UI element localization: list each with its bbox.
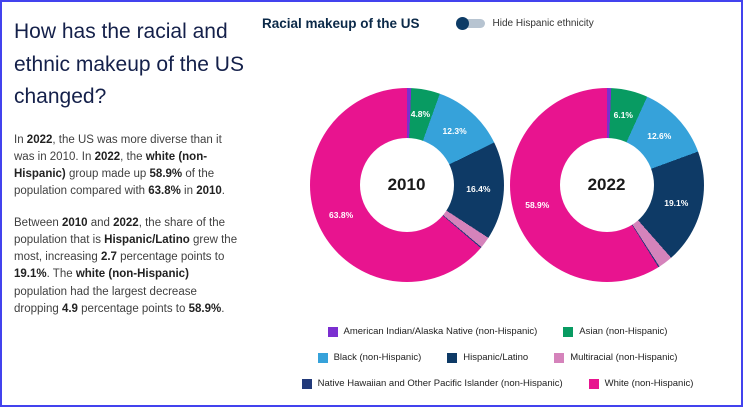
slice-value-label: 12.3% [442, 126, 467, 137]
legend-label: Multiracial (non-Hispanic) [570, 352, 678, 363]
legend-label: Native Hawaiian and Other Pacific Island… [317, 378, 563, 389]
donut-hole: 2010 [359, 138, 454, 232]
intro-paragraph: In 2022, the US was more diverse than it… [14, 133, 225, 198]
legend-label: American Indian/Alaska Native (non-Hispa… [343, 326, 538, 337]
toggle-switch-icon[interactable] [455, 16, 486, 30]
legend-item: Black (non-Hispanic) [317, 352, 422, 363]
legend-item: American Indian/Alaska Native (non-Hispa… [327, 326, 538, 337]
text-panel: How has the racial and ethnic makeup of … [2, 2, 254, 405]
slice-value-label: 19.1% [664, 197, 689, 208]
slice-value-label: 58.9% [525, 199, 550, 210]
legend-label: Hispanic/Latino [463, 352, 529, 363]
chart-header: Racial makeup of the US Hide Hispanic et… [254, 14, 741, 32]
legend-item: Native Hawaiian and Other Pacific Island… [301, 378, 563, 389]
chart-legend: American Indian/Alaska Native (non-Hispa… [254, 326, 741, 389]
legend-swatch-icon [317, 352, 328, 363]
legend-label: White (non-Hispanic) [604, 378, 694, 389]
donut-chart-2010[interactable]: 2010 4.8% 12.3% 16.4% 63.8% [309, 88, 504, 282]
donut-charts: 2010 4.8% 12.3% 16.4% 63.8% 2022 6.1% 12.6% 1… [254, 88, 741, 282]
legend-row: Native Hawaiian and Other Pacific Island… [254, 378, 741, 389]
legend-swatch-icon [588, 378, 599, 389]
toggle-label: Hide Hispanic ethnicity [492, 17, 594, 29]
year-label: 2022 [587, 175, 626, 194]
legend-row: American Indian/Alaska Native (non-Hispa… [254, 326, 741, 337]
hide-hispanic-toggle[interactable]: Hide Hispanic ethnicity [455, 16, 594, 30]
legend-label: Black (non-Hispanic) [333, 352, 422, 363]
slice-value-label: 12.6% [647, 131, 672, 142]
year-label: 2010 [387, 175, 426, 194]
legend-item: Asian (non-Hispanic) [563, 326, 667, 337]
slice-value-label: 4.8% [410, 109, 431, 120]
legend-row: Black (non-Hispanic) Hispanic/Latino Multi… [254, 352, 741, 363]
legend-item: Hispanic/Latino [447, 352, 528, 363]
legend-item: Multiracial (non-Hispanic) [554, 352, 677, 363]
legend-label: Asian (non-Hispanic) [579, 326, 668, 337]
toggle-knob[interactable] [455, 16, 469, 30]
legend-swatch-icon [327, 326, 338, 337]
donut-hole: 2022 [559, 138, 654, 232]
legend-swatch-icon [563, 326, 574, 337]
toggle-track [460, 18, 485, 28]
legend-swatch-icon [554, 352, 565, 363]
donut-chart-2022[interactable]: 2022 6.1% 12.6% 19.1% 58.9% [509, 88, 704, 282]
legend-swatch-icon [447, 352, 458, 363]
slice-value-label: 63.8% [329, 210, 354, 221]
legend-swatch-icon [301, 378, 312, 389]
chart-title: Racial makeup of the US [262, 15, 420, 31]
legend-item: White (non-Hispanic) [588, 378, 694, 389]
slice-value-label: 6.1% [613, 109, 633, 120]
chart-panel: Racial makeup of the US Hide Hispanic et… [254, 2, 741, 405]
page-title: How has the racial and ethnic makeup of … [14, 20, 244, 109]
slice-value-label: 16.4% [466, 184, 491, 195]
detail-paragraph: Between 2010 and 2022, the share of the … [14, 216, 238, 315]
